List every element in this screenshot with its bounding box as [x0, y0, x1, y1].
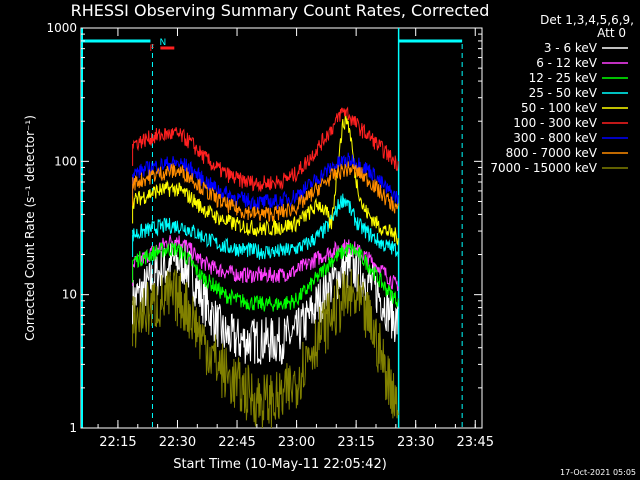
legend-label: 800 - 7000 keV [506, 146, 598, 160]
flag-markers: NF [149, 38, 175, 54]
x-tick-label: 22:15 [99, 435, 136, 450]
series-line-7 [132, 161, 399, 223]
chart-title: RHESSI Observing Summary Count Rates, Co… [71, 1, 490, 20]
footer-timestamp: 17-Oct-2021 05:05 [560, 468, 636, 477]
y-tick-label: 1 [69, 421, 77, 435]
legend-label: 7000 - 15000 keV [490, 161, 597, 175]
series-line-8 [132, 269, 399, 429]
legend-label: 12 - 25 keV [529, 71, 598, 85]
legend-label: 50 - 100 keV [521, 101, 598, 115]
series-lines [132, 106, 399, 429]
series-line-2 [132, 241, 399, 312]
series-line-6 [132, 152, 399, 210]
attenuator-info: Att 0 [597, 26, 626, 40]
detector-info: Det 1,3,4,5,6,9, [540, 13, 634, 27]
series-line-0 [132, 239, 399, 365]
legend-label: 6 - 12 keV [536, 56, 598, 70]
x-tick-label: 23:15 [337, 435, 374, 450]
y-axis: 1 10 100 1000 [46, 21, 482, 435]
y-tick-label: 1000 [46, 21, 77, 35]
x-tick-label: 22:45 [218, 435, 255, 450]
y-axis-label: Corrected Count Rate (s⁻¹ detector⁻¹) [23, 115, 37, 341]
x-tick-label: 23:00 [278, 435, 315, 450]
legend-label: 100 - 300 keV [513, 116, 597, 130]
series-line-3 [132, 193, 399, 260]
y-tick-label: 10 [62, 288, 77, 302]
x-tick-label: 22:30 [159, 435, 196, 450]
x-axis: 22:15 22:30 22:45 23:00 23:15 23:30 23:45 [97, 28, 494, 450]
night-markers [81, 28, 463, 428]
legend-label: 25 - 50 keV [529, 86, 598, 100]
series-line-5 [132, 106, 399, 193]
y-tick-label: 100 [54, 154, 77, 168]
flag-f-label: F [149, 44, 154, 54]
x-axis-label: Start Time (10-May-11 22:05:42) [173, 457, 387, 472]
x-tick-label: 23:45 [457, 435, 494, 450]
legend-label: 300 - 800 keV [513, 131, 597, 145]
legend-label: 3 - 6 keV [544, 41, 598, 55]
flag-n-label: N [159, 38, 166, 48]
x-tick-label: 23:30 [397, 435, 434, 450]
